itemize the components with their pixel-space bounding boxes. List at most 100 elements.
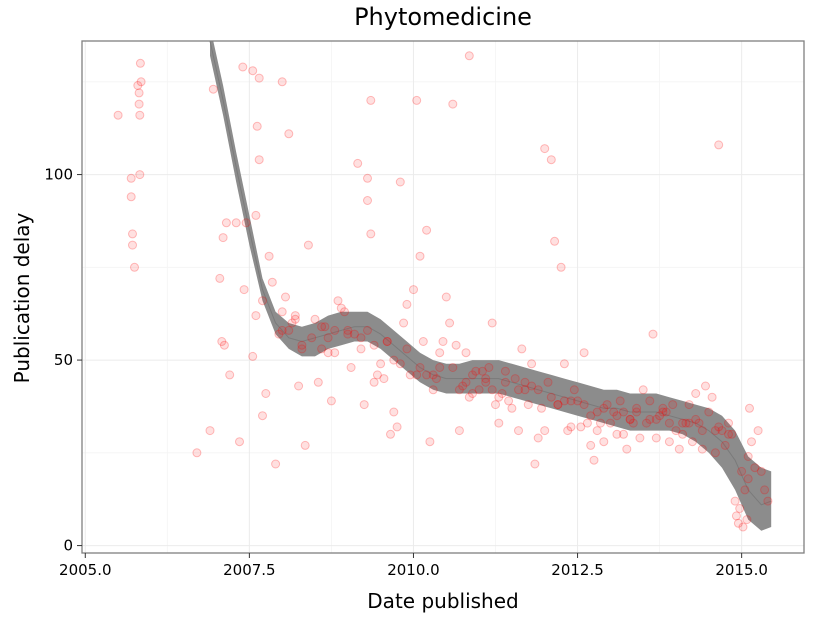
- data-point: [208, 84, 218, 94]
- data-point: [487, 385, 497, 395]
- data-point: [205, 426, 215, 436]
- smooth-band: [209, 41, 772, 531]
- data-point: [730, 496, 740, 506]
- data-point: [625, 414, 635, 424]
- data-point: [651, 414, 661, 424]
- data-point: [619, 407, 628, 417]
- data-point: [651, 433, 661, 443]
- data-point: [681, 418, 691, 428]
- data-point: [745, 403, 754, 413]
- data-point: [684, 400, 694, 410]
- data-point: [691, 414, 701, 424]
- data-point: [428, 370, 438, 380]
- data-point: [422, 370, 432, 380]
- data-point: [218, 233, 228, 243]
- data-point: [477, 366, 487, 376]
- data-point: [458, 381, 468, 391]
- data-point: [464, 51, 474, 61]
- data-point: [537, 403, 546, 413]
- data-point: [714, 140, 724, 150]
- data-point: [678, 429, 688, 439]
- data-point: [622, 444, 632, 454]
- data-point: [290, 314, 300, 324]
- data-point: [701, 381, 710, 391]
- data-point: [435, 348, 445, 358]
- data-point: [664, 437, 674, 447]
- data-point: [130, 262, 139, 272]
- data-point: [645, 414, 655, 424]
- data-point: [395, 359, 405, 369]
- data-point: [323, 348, 333, 358]
- data-point: [738, 522, 748, 532]
- data-point: [615, 396, 625, 406]
- data-point: [317, 344, 327, 354]
- data-point: [573, 396, 583, 406]
- data-point: [225, 370, 235, 380]
- data-point: [343, 325, 353, 335]
- data-point: [353, 158, 363, 168]
- data-point: [287, 318, 297, 328]
- data-point: [510, 374, 520, 384]
- data-point: [425, 437, 435, 447]
- data-point: [514, 426, 523, 436]
- smooth-line: [209, 41, 772, 506]
- data-point: [599, 403, 609, 413]
- data-point: [251, 311, 261, 321]
- data-point: [632, 407, 642, 417]
- data-point: [382, 337, 392, 346]
- data-point: [454, 385, 464, 395]
- data-point: [569, 385, 579, 395]
- data-point: [743, 474, 753, 484]
- data-point: [251, 210, 261, 220]
- x-tick-label: 2005.0: [59, 561, 112, 579]
- data-point: [126, 192, 136, 202]
- data-point: [559, 359, 569, 369]
- data-point: [303, 240, 313, 250]
- data-point: [559, 396, 569, 406]
- data-point: [313, 377, 323, 387]
- y-tick-label: 50: [54, 351, 73, 369]
- data-point: [599, 437, 609, 447]
- data-point: [655, 411, 665, 421]
- data-point: [238, 62, 248, 72]
- data-point: [254, 73, 264, 83]
- data-point: [645, 396, 655, 406]
- data-point: [412, 95, 422, 105]
- data-point: [540, 426, 550, 436]
- data-point: [399, 318, 409, 328]
- data-point: [333, 296, 343, 306]
- data-point: [742, 515, 752, 525]
- data-point: [134, 88, 144, 98]
- data-point: [566, 396, 576, 406]
- data-point: [461, 348, 471, 358]
- data-point: [248, 351, 258, 361]
- data-point: [514, 385, 523, 395]
- data-point: [448, 99, 458, 109]
- data-point: [710, 426, 720, 436]
- data-point: [491, 400, 500, 410]
- data-point: [363, 325, 372, 335]
- data-point: [376, 359, 386, 369]
- data-point: [747, 437, 756, 447]
- data-point: [684, 418, 694, 428]
- data-point: [277, 77, 287, 87]
- data-point: [533, 433, 543, 443]
- data-point: [717, 426, 727, 436]
- data-point: [468, 370, 477, 380]
- data-point: [219, 340, 229, 350]
- data-point: [507, 403, 517, 413]
- data-point: [735, 504, 745, 513]
- data-point: [369, 340, 379, 350]
- data-point: [474, 385, 484, 395]
- data-point: [763, 496, 773, 506]
- x-tick-label: 2010.0: [387, 561, 440, 579]
- data-point: [464, 392, 474, 402]
- data-point: [422, 225, 432, 235]
- data-point: [215, 273, 225, 283]
- data-point: [691, 389, 701, 398]
- data-point: [576, 422, 586, 432]
- data-points: [113, 51, 773, 532]
- data-point: [556, 262, 566, 272]
- data-point: [221, 218, 231, 228]
